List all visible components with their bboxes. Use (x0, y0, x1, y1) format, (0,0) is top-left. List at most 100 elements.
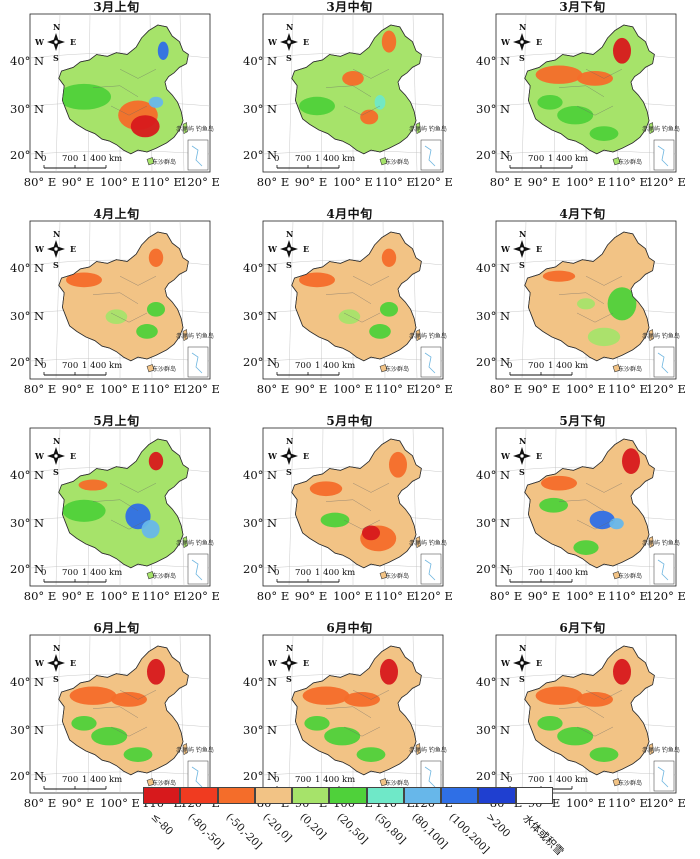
lat-label-30: 30° N (243, 102, 278, 116)
compass-e: E (303, 37, 310, 47)
island-label-dongsha: 东沙群岛 (152, 366, 177, 373)
lon-label: 110° E (142, 382, 182, 396)
lon-axis: 80° E 90° E 100° E 110° E 120° E (257, 589, 453, 603)
scale-mid: 700 (295, 775, 312, 785)
legend-label: (-50,-20] (223, 811, 264, 852)
compass-n: N (519, 22, 527, 32)
scale-zero: 0 (507, 361, 513, 371)
lon-label: 100° E (333, 175, 373, 189)
legend-swatch (180, 787, 218, 804)
lat-label-40: 40° N (10, 675, 45, 689)
lon-label: 80° E (489, 589, 523, 603)
lat-label-30: 30° N (10, 516, 45, 530)
island-label-dongsha: 东沙群岛 (618, 366, 643, 373)
lon-label: 110° E (608, 382, 648, 396)
map-panel: 5月中旬 40° N 30° N 20° N N (233, 414, 466, 609)
lon-label: 90° E (294, 175, 328, 189)
island-label-diaoyu: 赤尾屿 钓鱼岛 (176, 333, 214, 340)
compass-s: S (519, 53, 525, 63)
legend-swatch (478, 787, 516, 804)
lat-label-40: 40° N (10, 468, 45, 482)
china-map (495, 220, 677, 380)
lon-label: 90° E (61, 589, 95, 603)
map-panel: 4月上旬 40° N 30° N 20° N N (0, 207, 233, 402)
legend: ≤-80 (-80,-50] (-50,-20] (-20,0] (0,20] (20,5… (143, 787, 565, 858)
lon-label: 90° E (61, 382, 95, 396)
lat-label-20: 20° N (476, 769, 511, 783)
scale-mid: 700 (528, 568, 545, 578)
island-label-diaoyu: 赤尾屿 钓鱼岛 (409, 540, 447, 547)
china-map (29, 427, 211, 587)
island-label-dongsha: 东沙群岛 (385, 573, 410, 580)
map-panel: 4月中旬 40° N 30° N 20° N N (233, 207, 466, 402)
lat-label-20: 20° N (10, 148, 45, 162)
scale-end: 1 400 km (315, 154, 356, 164)
scale-end: 1 400 km (82, 154, 123, 164)
compass-w: W (35, 658, 44, 668)
lat-label-40: 40° N (476, 675, 511, 689)
lon-label: 100° E (100, 382, 140, 396)
lat-label-20: 20° N (476, 148, 511, 162)
island-label-dongsha: 东沙群岛 (618, 159, 643, 166)
scale-zero: 0 (274, 775, 280, 785)
lat-label-20: 20° N (476, 355, 511, 369)
compass-n: N (53, 436, 61, 446)
island-label-diaoyu: 赤尾屿 钓鱼岛 (642, 126, 680, 133)
compass-n: N (519, 436, 527, 446)
lat-label-30: 30° N (476, 102, 511, 116)
compass-w: W (501, 244, 510, 254)
lon-label: 100° E (100, 589, 140, 603)
lat-label-40: 40° N (476, 54, 511, 68)
scale-zero: 0 (507, 568, 513, 578)
lon-label: 80° E (256, 382, 290, 396)
scale-end: 1 400 km (315, 775, 356, 785)
lon-label: 90° E (294, 382, 328, 396)
compass-s: S (286, 674, 292, 684)
compass-n: N (53, 643, 61, 653)
lon-label: 100° E (566, 175, 606, 189)
compass-n: N (53, 229, 61, 239)
lon-label: 100° E (333, 382, 373, 396)
lat-label-20: 20° N (243, 355, 278, 369)
lon-label: 100° E (566, 796, 606, 810)
scale-mid: 700 (62, 154, 79, 164)
lon-label: 90° E (527, 589, 561, 603)
lon-label: 120° E (646, 175, 686, 189)
scale-end: 1 400 km (82, 361, 123, 371)
compass-n: N (519, 229, 527, 239)
china-map (29, 220, 211, 380)
lon-label: 120° E (413, 589, 453, 603)
lon-label: 110° E (142, 175, 182, 189)
legend-swatch (403, 787, 442, 804)
legend-label: (20,50] (334, 811, 371, 847)
panel-title: 6月上旬 (93, 621, 140, 635)
scale-end: 1 400 km (548, 361, 589, 371)
china-map (29, 634, 211, 794)
lat-label-20: 20° N (243, 769, 278, 783)
scale-zero: 0 (507, 775, 513, 785)
lon-axis: 80° E 90° E 100° E 110° E 120° E (257, 382, 453, 396)
island-label-dongsha: 东沙群岛 (385, 780, 410, 787)
lon-label: 120° E (413, 382, 453, 396)
compass-s: S (519, 467, 525, 477)
scale-mid: 700 (62, 568, 79, 578)
lon-label: 120° E (646, 796, 686, 810)
legend-label: (-20,0] (260, 811, 294, 845)
lon-label: 120° E (646, 589, 686, 603)
compass-w: W (268, 658, 277, 668)
island-label-dongsha: 东沙群岛 (618, 780, 643, 787)
lat-label-30: 30° N (10, 309, 45, 323)
lon-label: 120° E (180, 382, 220, 396)
panel-title: 5月中旬 (326, 414, 373, 428)
island-label-dongsha: 东沙群岛 (385, 366, 410, 373)
scale-end: 1 400 km (315, 568, 356, 578)
lat-label-40: 40° N (10, 261, 45, 275)
legend-label: >200 (483, 811, 513, 840)
lon-label: 80° E (23, 796, 57, 810)
map-panel: 5月下旬 40° N 30° N 20° N N (466, 414, 699, 609)
map-panel: 3月中旬 40° N 30° N 20° N N (233, 0, 466, 195)
lon-label: 110° E (608, 796, 648, 810)
island-label-diaoyu: 赤尾屿 钓鱼岛 (176, 540, 214, 547)
china-map (262, 427, 444, 587)
scale-zero: 0 (274, 154, 280, 164)
